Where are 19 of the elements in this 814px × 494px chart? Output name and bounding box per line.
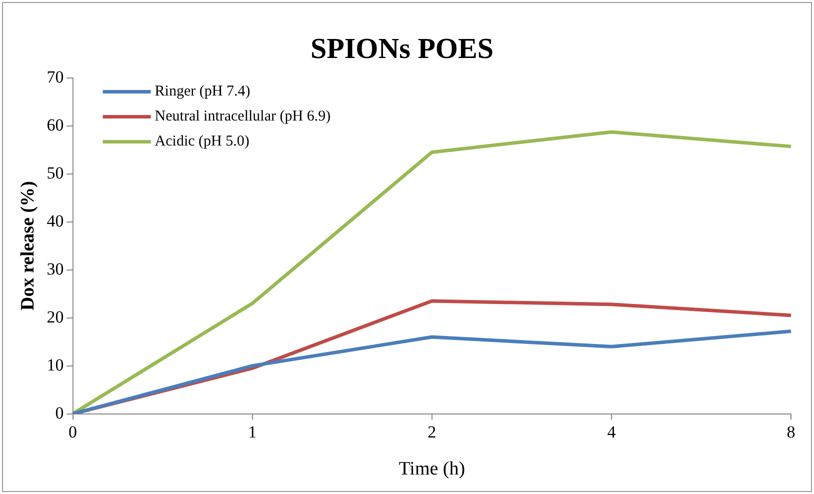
x-tick-label: 2	[428, 422, 436, 442]
y-axis-title: Dox release (%)	[17, 181, 38, 311]
y-tick-label: 60	[46, 115, 64, 134]
y-tick-label: 70	[46, 67, 64, 86]
chart-title: SPIONs POES	[310, 32, 494, 65]
x-axis-title: Time (h)	[398, 458, 466, 480]
legend-label: Neutral intracellular (pH 6.9)	[154, 108, 331, 125]
y-tick-label: 10	[46, 355, 64, 374]
legend-label: Acidic (pH 5.0)	[154, 134, 250, 150]
x-tick-label: 4	[607, 422, 616, 442]
legend-label: Ringer (pH 7.4)	[154, 84, 250, 100]
y-tick-label: 50	[46, 163, 64, 182]
y-tick-label: 40	[46, 211, 64, 230]
x-tick-label: 1	[248, 422, 257, 442]
x-tick-label: 8	[786, 422, 796, 442]
x-tick-label: 0	[68, 422, 78, 442]
y-tick-label: 30	[46, 259, 64, 278]
y-tick-label: 20	[46, 307, 64, 326]
y-tick-label: 0	[55, 403, 64, 422]
